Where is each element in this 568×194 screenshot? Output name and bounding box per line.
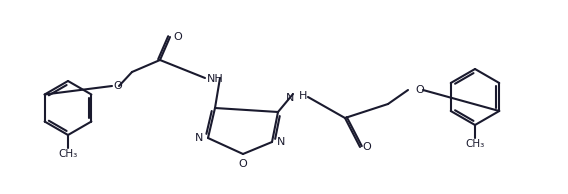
Text: N: N [195,133,203,143]
Text: NH: NH [207,74,224,84]
Text: CH₃: CH₃ [465,139,485,149]
Text: O: O [113,81,122,91]
Text: O: O [173,32,182,42]
Text: N: N [286,93,294,103]
Text: H: H [299,91,307,101]
Text: O: O [362,142,371,152]
Text: N: N [277,137,285,147]
Text: O: O [239,159,248,169]
Text: O: O [415,85,424,95]
Text: CH₃: CH₃ [59,149,78,159]
